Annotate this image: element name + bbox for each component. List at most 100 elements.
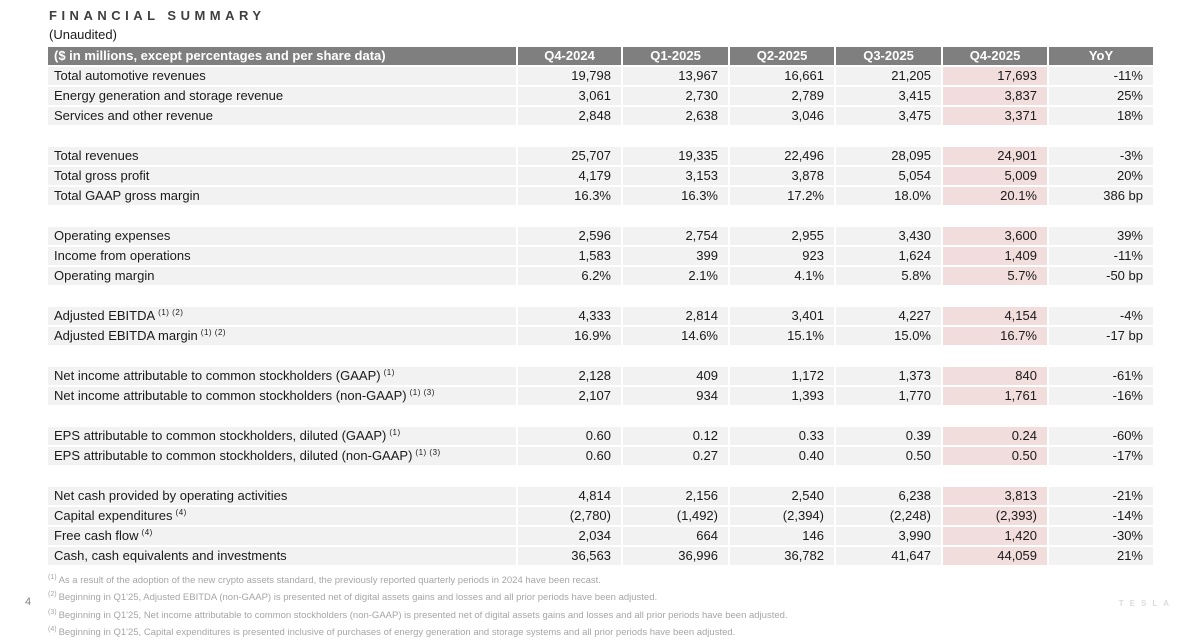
value-yoy: -11%	[1049, 247, 1155, 267]
footnotes-block: (1) As a result of the adoption of the ne…	[48, 571, 788, 640]
value-q1-2025: 0.27	[623, 447, 730, 467]
column-header-q3-2025: Q3-2025	[836, 47, 943, 67]
table-row: Capital expenditures (4) (2,780) (1,492) (2,…	[48, 507, 1155, 527]
value-q2-2025: 923	[730, 247, 836, 267]
table-row: Net cash provided by operating activitie…	[48, 487, 1155, 507]
value-q1-2025: 3,153	[623, 167, 730, 187]
value-yoy: -3%	[1049, 147, 1155, 167]
footnote-marker: (1)	[389, 427, 401, 437]
value-yoy: 386 bp	[1049, 187, 1155, 207]
value-q3-2025: 3,475	[836, 107, 943, 127]
row-label: Net income attributable to common stockh…	[48, 367, 518, 387]
value-yoy: -14%	[1049, 507, 1155, 527]
table-row: Operating margin 6.2% 2.1% 4.1% 5.8% 5.7% -50 …	[48, 267, 1155, 287]
value-q4-2024: 4,179	[518, 167, 623, 187]
table-row: Energy generation and storage revenue 3,0…	[48, 87, 1155, 107]
table-row: Free cash flow (4) 2,034 664 146 3,990 1,420 -3…	[48, 527, 1155, 547]
value-q3-2025: 3,430	[836, 227, 943, 247]
value-q4-2025: 4,154	[943, 307, 1049, 327]
value-yoy: -11%	[1049, 67, 1155, 87]
section-gap-row	[48, 347, 1155, 367]
value-q4-2024: 16.9%	[518, 327, 623, 347]
value-q2-2025: 22,496	[730, 147, 836, 167]
table-row: Income from operations 1,583 399 923 1,624 1,…	[48, 247, 1155, 267]
value-q1-2025: 13,967	[623, 67, 730, 87]
table-row: Adjusted EBITDA (1) (2) 4,333 2,814 3,401 4,2…	[48, 307, 1155, 327]
value-q3-2025: 0.50	[836, 447, 943, 467]
value-q2-2025: 3,878	[730, 167, 836, 187]
value-q3-2025: 18.0%	[836, 187, 943, 207]
value-q4-2025: 1,761	[943, 387, 1049, 407]
value-yoy: -50 bp	[1049, 267, 1155, 287]
section-gap-row	[48, 207, 1155, 227]
value-q2-2025: 0.40	[730, 447, 836, 467]
row-label: Income from operations	[48, 247, 518, 267]
page-subtitle: (Unaudited)	[49, 27, 117, 42]
value-yoy: -61%	[1049, 367, 1155, 387]
row-label: Operating margin	[48, 267, 518, 287]
value-q4-2024: 0.60	[518, 427, 623, 447]
value-q1-2025: (1,492)	[623, 507, 730, 527]
footnote-marker: (4)	[141, 527, 153, 537]
value-q4-2024: 6.2%	[518, 267, 623, 287]
value-q4-2024: 2,107	[518, 387, 623, 407]
units-label: ($ in millions, except percentages and p…	[48, 47, 518, 67]
value-q3-2025: 1,373	[836, 367, 943, 387]
column-header-q2-2025: Q2-2025	[730, 47, 836, 67]
row-label: Total gross profit	[48, 167, 518, 187]
value-q4-2024: 1,583	[518, 247, 623, 267]
value-q4-2024: 2,034	[518, 527, 623, 547]
row-label: Cash, cash equivalents and investments	[48, 547, 518, 567]
footnote-marker: (1)	[383, 367, 395, 377]
section-gap	[48, 207, 1155, 227]
value-q1-2025: 2,754	[623, 227, 730, 247]
footnote-marker: (4)	[48, 626, 57, 634]
value-yoy: 18%	[1049, 107, 1155, 127]
row-label: Net cash provided by operating activitie…	[48, 487, 518, 507]
value-q4-2024: 25,707	[518, 147, 623, 167]
value-yoy: -60%	[1049, 427, 1155, 447]
column-header-q1-2025: Q1-2025	[623, 47, 730, 67]
section-gap	[48, 347, 1155, 367]
table-row: Total revenues 25,707 19,335 22,496 28,095 24…	[48, 147, 1155, 167]
value-q1-2025: 2,814	[623, 307, 730, 327]
value-q1-2025: 19,335	[623, 147, 730, 167]
value-q4-2025: 20.1%	[943, 187, 1049, 207]
value-q3-2025: 4,227	[836, 307, 943, 327]
row-label: EPS attributable to common stockholders,…	[48, 447, 518, 467]
value-q1-2025: 36,996	[623, 547, 730, 567]
section-gap-row	[48, 407, 1155, 427]
value-q1-2025: 16.3%	[623, 187, 730, 207]
value-q1-2025: 934	[623, 387, 730, 407]
row-label: Adjusted EBITDA margin (1) (2)	[48, 327, 518, 347]
value-q3-2025: 1,770	[836, 387, 943, 407]
value-q2-2025: 0.33	[730, 427, 836, 447]
table-row: Net income attributable to common stockh…	[48, 387, 1155, 407]
value-yoy: -21%	[1049, 487, 1155, 507]
table-row: Operating expenses 2,596 2,754 2,955 3,430 3,…	[48, 227, 1155, 247]
value-q2-2025: 1,172	[730, 367, 836, 387]
value-q4-2024: 3,061	[518, 87, 623, 107]
value-q1-2025: 399	[623, 247, 730, 267]
value-q3-2025: 3,415	[836, 87, 943, 107]
table-row: Net income attributable to common stockh…	[48, 367, 1155, 387]
section-gap	[48, 127, 1155, 147]
row-label: Operating expenses	[48, 227, 518, 247]
value-q1-2025: 409	[623, 367, 730, 387]
row-label: EPS attributable to common stockholders,…	[48, 427, 518, 447]
row-label: Services and other revenue	[48, 107, 518, 127]
footnote-marker: (1)	[48, 574, 57, 581]
value-q4-2024: 4,333	[518, 307, 623, 327]
value-yoy: -30%	[1049, 527, 1155, 547]
value-q4-2025: 840	[943, 367, 1049, 387]
value-q3-2025: 15.0%	[836, 327, 943, 347]
column-header-yoy: YoY	[1049, 47, 1155, 67]
row-label: Adjusted EBITDA (1) (2)	[48, 307, 518, 327]
row-label: Capital expenditures (4)	[48, 507, 518, 527]
value-q4-2025: 5,009	[943, 167, 1049, 187]
table-row: Adjusted EBITDA margin (1) (2) 16.9% 14.6% 1…	[48, 327, 1155, 347]
value-q4-2025: 44,059	[943, 547, 1049, 567]
footnote-marker: (1) (2)	[200, 327, 227, 337]
row-label: Energy generation and storage revenue	[48, 87, 518, 107]
footnote-marker: (3)	[48, 608, 57, 616]
